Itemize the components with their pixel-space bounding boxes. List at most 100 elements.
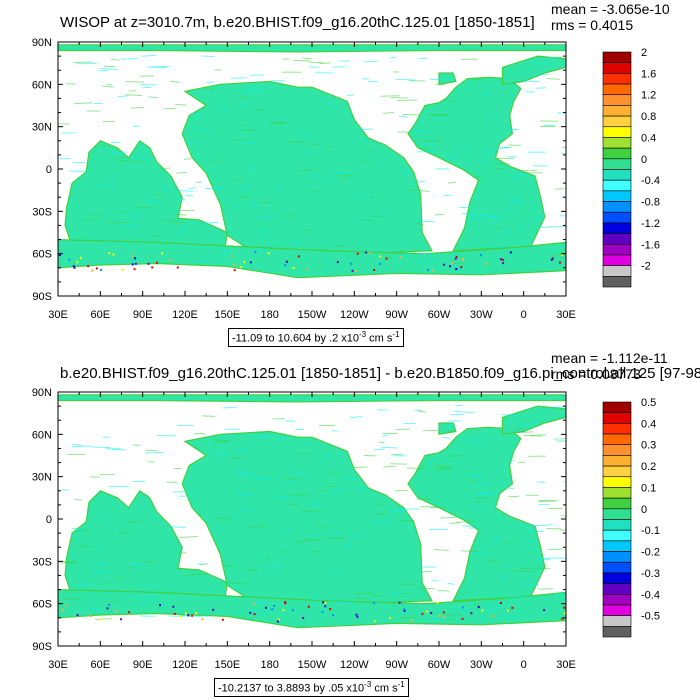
- x-tick-label: 30E: [48, 309, 68, 321]
- colorbar-swatch: [602, 423, 632, 435]
- colorbar-label: -0.3: [641, 568, 660, 580]
- colorbar-swatch: [602, 551, 632, 563]
- x-tick-label: 120W: [340, 659, 369, 671]
- x-tick-label: 90E: [133, 659, 153, 671]
- colorbar-swatch: [602, 105, 632, 117]
- ocean-basin: [181, 80, 433, 255]
- colorbar-swatch: [602, 508, 632, 520]
- colorbar-swatch: [602, 73, 632, 85]
- x-tick-label: 180: [260, 659, 278, 671]
- colorbar-swatch: [602, 137, 632, 149]
- ocean-basin: [501, 405, 566, 435]
- colorbar-label: 0.4: [641, 132, 656, 144]
- y-tick-label: 90S: [32, 641, 52, 653]
- colorbar-swatch: [602, 265, 632, 277]
- x-tick-label: 180: [260, 309, 278, 321]
- colorbar-swatch: [602, 487, 632, 499]
- colorbar-swatch: [602, 540, 632, 552]
- x-tick-label: 150W: [298, 659, 327, 671]
- colorbar-label: 0.4: [641, 418, 656, 430]
- rms-stat: rms = 0.08773: [551, 366, 641, 382]
- colorbar-swatch: [602, 222, 632, 234]
- x-tick-label: 90E: [133, 309, 153, 321]
- colorbar-swatch: [602, 519, 632, 531]
- colorbar-swatch: [602, 51, 632, 63]
- colorbar-label: 1.2: [641, 90, 656, 102]
- colorbar-swatch: [602, 179, 632, 192]
- x-tick-label: 60W: [428, 309, 451, 321]
- colorbar-swatch: [602, 412, 632, 424]
- colorbar-swatch: [602, 158, 632, 170]
- colorbar-swatch: [602, 529, 632, 542]
- x-tick-label: 150E: [214, 659, 240, 671]
- colorbar-swatch: [602, 62, 632, 74]
- x-tick-label: 120E: [172, 659, 198, 671]
- mean-stat: mean = -3.065e-10: [551, 1, 670, 17]
- ocean-basin: [58, 238, 566, 279]
- colorbar-swatch: [602, 201, 632, 213]
- y-tick-label: 60S: [32, 249, 52, 261]
- y-tick-label: 60N: [32, 79, 52, 91]
- range-exponent: -3: [359, 330, 367, 339]
- x-tick-label: 120E: [172, 309, 198, 321]
- x-tick-label: 30E: [556, 309, 576, 321]
- range-units-exponent: -1: [397, 680, 405, 689]
- x-tick-label: 60E: [91, 309, 111, 321]
- map-plot: 30E 60E 90E 120E 150E 180 150W 120W 90W 60W 30W 0 30…: [32, 387, 660, 671]
- y-tick-label: 60N: [32, 429, 52, 441]
- colorbar-swatch: [602, 572, 632, 584]
- colorbar-swatch: [602, 476, 632, 488]
- colorbar-swatch: [602, 583, 632, 595]
- rms-stat: rms = 0.4015: [551, 17, 634, 33]
- colorbar-swatch: [602, 211, 632, 224]
- contour-range-box: -11.09 to 10.604 by .2 x10-3 cm s-1: [228, 328, 404, 347]
- colorbar-swatch: [602, 593, 632, 606]
- colorbar: [602, 401, 632, 638]
- ocean-basin: [407, 76, 546, 252]
- range-units-exponent: -1: [392, 330, 400, 339]
- range-text: -10.2137 to 3.8893 by .05 x10: [218, 682, 365, 695]
- colorbar-label: -2: [641, 261, 651, 273]
- colorbar-label: -0.1: [641, 525, 660, 537]
- colorbar-label: 2: [641, 47, 647, 59]
- colorbar-swatch: [602, 615, 632, 627]
- range-text: -11.09 to 10.604 by .2 x10: [232, 332, 359, 345]
- colorbar-swatch: [602, 83, 632, 96]
- ocean-basin: [58, 588, 566, 629]
- x-tick-label: 150E: [214, 309, 240, 321]
- colorbar-label: 0.2: [641, 461, 656, 473]
- y-tick-label: 30N: [32, 122, 52, 134]
- colorbar: [602, 51, 632, 288]
- range-units: cm s: [371, 682, 398, 695]
- colorbar-label: 0: [641, 504, 647, 516]
- y-tick-label: 0: [46, 514, 52, 526]
- colorbar-label: -0.8: [641, 197, 660, 209]
- colorbar-label: 0.5: [641, 397, 656, 409]
- x-tick-label: 30E: [48, 659, 68, 671]
- x-tick-label: 120W: [340, 309, 369, 321]
- y-tick-label: 60S: [32, 599, 52, 611]
- colorbar-swatch: [602, 169, 632, 181]
- colorbar-swatch: [602, 455, 632, 467]
- colorbar-swatch: [602, 401, 632, 413]
- x-tick-label: 30E: [556, 659, 576, 671]
- x-tick-label: 150W: [298, 309, 327, 321]
- contour-range-box: -10.2137 to 3.8893 by .05 x10-3 cm s-1: [214, 678, 409, 697]
- x-tick-label: 60E: [91, 659, 111, 671]
- mean-stat: mean = -1.112e-11: [551, 350, 668, 366]
- colorbar-swatch: [602, 126, 632, 138]
- colorbar-swatch: [602, 233, 632, 245]
- ocean-basin: [501, 55, 566, 85]
- ocean-basin: [438, 422, 457, 436]
- range-exponent: -3: [364, 680, 372, 689]
- ocean-basin: [438, 72, 457, 86]
- x-tick-label: 0: [521, 309, 527, 321]
- colorbar-label: 0.1: [641, 482, 656, 494]
- colorbar-swatch: [602, 190, 632, 202]
- x-tick-label: 30W: [470, 659, 493, 671]
- colorbar-swatch: [602, 243, 632, 256]
- x-tick-label: 30W: [470, 309, 493, 321]
- plot-title: WISOP at z=3010.7m, b.e20.BHIST.f09_g16.…: [60, 14, 535, 31]
- colorbar-label: -0.4: [641, 589, 660, 601]
- colorbar-swatch: [602, 604, 632, 616]
